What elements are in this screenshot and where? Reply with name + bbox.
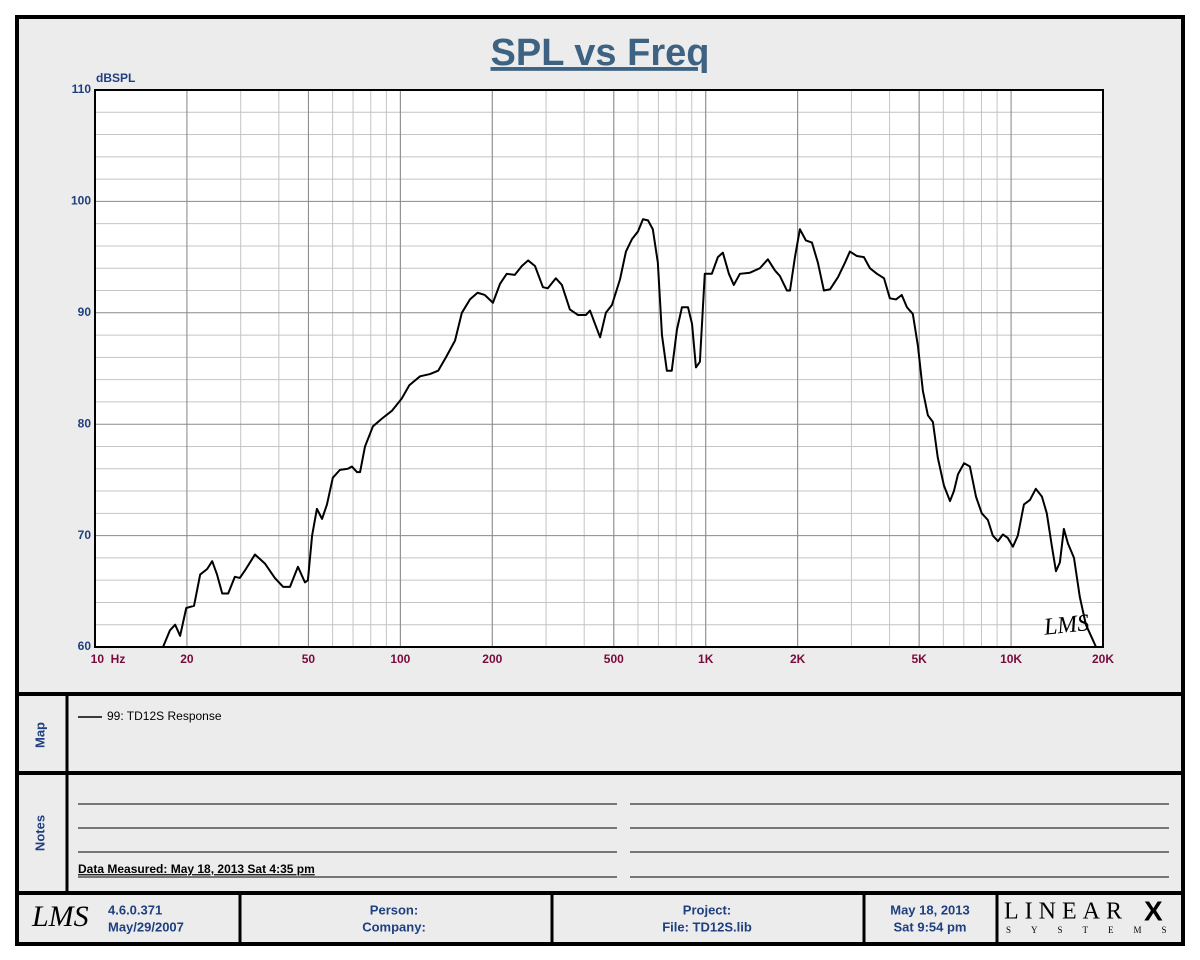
x-tick-label: 100 <box>390 652 410 666</box>
y-tick-label: 110 <box>72 82 92 96</box>
version: 4.6.0.371 <box>108 902 162 917</box>
legend-label: 99: TD12S Response <box>107 709 222 723</box>
time: Sat 9:54 pm <box>894 919 967 934</box>
plot-border <box>94 89 1104 648</box>
x-tick-label: 20K <box>1092 652 1114 666</box>
version-date: May/29/2007 <box>108 919 184 934</box>
y-tick-label: 70 <box>78 528 92 542</box>
note-lines <box>78 803 1169 878</box>
measured-note: Data Measured: May 18, 2013 Sat 4:35 pm <box>78 862 315 876</box>
brand-mark: X <box>1144 895 1163 926</box>
brand-sub: SYSTEMS <box>1006 925 1187 935</box>
footer-dividers <box>238 893 999 944</box>
y-tick-label: 90 <box>78 305 92 319</box>
series-line <box>162 218 1097 648</box>
date: May 18, 2013 <box>890 902 970 917</box>
x-tick-label: 10K <box>1000 652 1022 666</box>
watermark: LMS <box>1042 610 1091 641</box>
company: Company: <box>362 919 426 934</box>
grid <box>94 89 1104 648</box>
y-tick-label: 80 <box>78 416 92 430</box>
file: File: TD12S.lib <box>662 919 752 934</box>
x-tick-label: 5K <box>911 652 927 666</box>
x-tick-label: 500 <box>604 652 624 666</box>
y-tick-label: 60 <box>78 639 92 653</box>
x-tick-label: 2K <box>790 652 806 666</box>
x-tick-label: 200 <box>482 652 502 666</box>
y-tick-label: 100 <box>71 194 91 208</box>
y-axis-label: dBSPL <box>96 71 135 85</box>
x-tick-label: 1K <box>698 652 714 666</box>
map-label: Map <box>32 722 47 748</box>
project: Project: <box>683 902 731 917</box>
person: Person: <box>370 902 418 917</box>
x-tick-label: 20 <box>180 652 194 666</box>
plot-area <box>95 90 1103 647</box>
chart-title: SPL vs Freq <box>491 32 710 74</box>
x-tick-label: 10 Hz <box>91 652 126 666</box>
notes-label: Notes <box>32 815 47 851</box>
x-tick-label: 50 <box>302 652 316 666</box>
brand: LINEAR <box>1004 899 1128 925</box>
lms-logo: LMS <box>31 900 89 933</box>
